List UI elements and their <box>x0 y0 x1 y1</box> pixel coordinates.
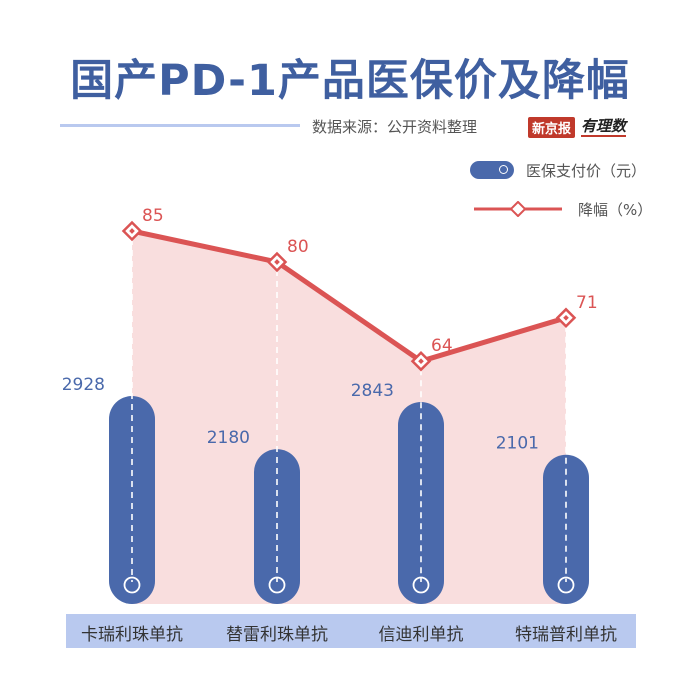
line-data-label: 71 <box>576 293 598 313</box>
legend-bar-swatch <box>470 161 514 179</box>
bar-data-label: 2843 <box>351 381 394 401</box>
line-point-dot <box>418 358 424 365</box>
legend-line-label: 降幅（%） <box>578 200 653 219</box>
bar-data-label: 2928 <box>62 375 105 395</box>
bar-base-marker <box>123 576 141 594</box>
line-data-label: 64 <box>431 336 453 356</box>
brand-name: 新京报 <box>528 116 576 138</box>
bar-data-label: 2101 <box>496 434 539 454</box>
line-point-dot <box>274 259 280 265</box>
brand-tag: 有理数 <box>581 117 627 137</box>
bar-base-marker <box>268 576 286 594</box>
source-divider <box>60 124 300 127</box>
bar <box>109 396 155 604</box>
category-label: 信迪利单抗 <box>378 625 464 645</box>
legend-item-line: 降幅（%） <box>470 197 652 221</box>
category-label: 特瑞普利单抗 <box>515 625 617 645</box>
line-data-label: 85 <box>142 206 164 226</box>
brand-logo: 新京报 有理数 <box>528 116 627 138</box>
line-point-dot <box>563 314 569 321</box>
legend-item-bar: 医保支付价（元） <box>470 158 646 182</box>
source-note: 数据来源：公开资料整理 <box>312 118 478 136</box>
category-band <box>66 614 636 648</box>
bar-base-marker <box>412 576 430 594</box>
line-area <box>132 231 566 604</box>
series-line <box>131 228 567 364</box>
bar-data-label: 2180 <box>207 428 250 448</box>
line-point-dot <box>129 228 135 234</box>
category-label: 卡瑞利珠单抗 <box>81 625 183 645</box>
category-label: 替雷利珠单抗 <box>226 625 328 645</box>
line-data-label: 80 <box>287 237 309 257</box>
legend-bar-label: 医保支付价（元） <box>526 161 647 180</box>
legend-line-swatch <box>474 201 562 217</box>
chart-title: 国产PD-1产品医保价及降幅 <box>70 56 630 106</box>
bar-base-marker <box>557 576 575 594</box>
